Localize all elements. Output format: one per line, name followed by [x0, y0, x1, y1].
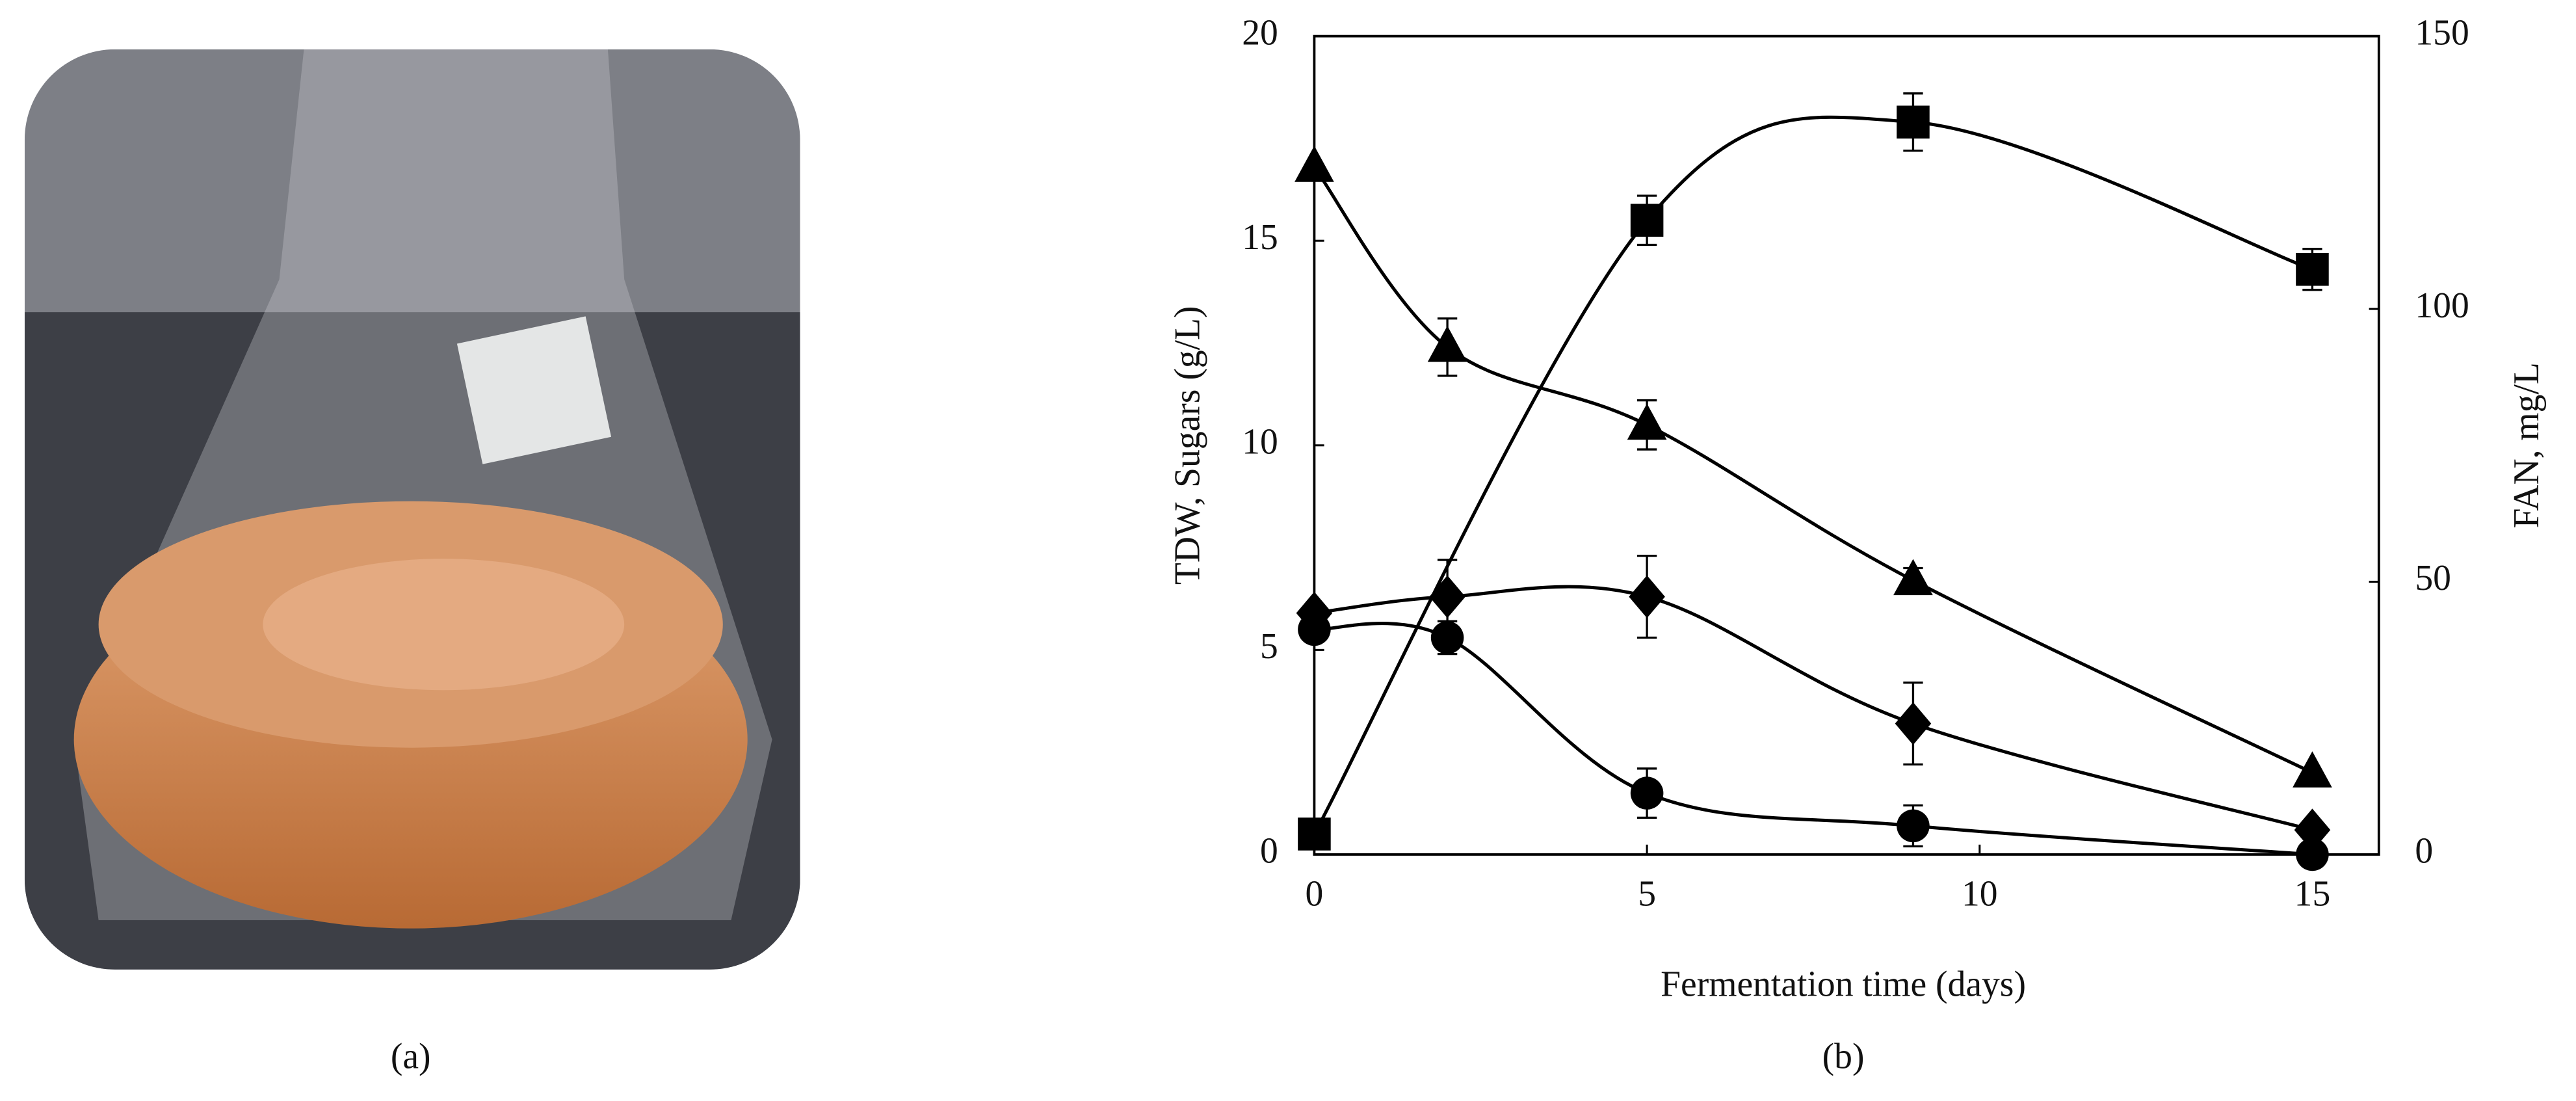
marker [1430, 621, 1464, 654]
x-axis-label: Fermentation time (days) [1661, 964, 2026, 1004]
x-tick-label: 0 [1306, 873, 1324, 914]
panel-label: (b) [1822, 1037, 1865, 1077]
series-line [1313, 115, 2313, 835]
panel-label: (a) [391, 1037, 431, 1077]
y2-axis-label: FAN, mg/L [2506, 362, 2547, 528]
marker [1893, 559, 1933, 596]
marker [2296, 252, 2329, 286]
y-tick-label: 10 [1242, 422, 1278, 462]
marker [1630, 776, 1664, 810]
x-tick-label: 15 [2294, 873, 2331, 914]
marker [1427, 325, 1467, 362]
y-tick-label: 15 [1242, 217, 1278, 258]
photo [24, 49, 800, 970]
y-tick-label: 5 [1260, 626, 1278, 667]
y2-tick-label: 100 [2415, 285, 2469, 326]
marker [1630, 204, 1664, 237]
marker [1298, 817, 1331, 851]
marker [2296, 838, 2329, 871]
y2-tick-label: 50 [2415, 558, 2451, 598]
y-axis-label: TDW, Sugars (g/L) [1168, 306, 1208, 585]
y2-tick-label: 0 [2415, 831, 2433, 871]
plot-frame [1313, 34, 2380, 856]
marker [1629, 575, 1665, 618]
marker [1298, 613, 1331, 646]
marker [1295, 146, 1334, 182]
x-tick-label: 5 [1638, 873, 1656, 914]
marker [1627, 403, 1667, 440]
marker [1897, 809, 1930, 843]
y-tick-label: 20 [1242, 12, 1278, 53]
y2-tick-label: 150 [2415, 12, 2469, 53]
y-tick-label: 0 [1260, 831, 1278, 871]
series-line [1314, 622, 2313, 856]
marker [1897, 105, 1930, 139]
series-line [1313, 166, 2313, 775]
marker [1429, 575, 1465, 618]
marker [1895, 702, 1932, 745]
marker [2293, 751, 2332, 788]
series-line [1314, 585, 2313, 832]
x-tick-label: 10 [1962, 873, 1998, 914]
